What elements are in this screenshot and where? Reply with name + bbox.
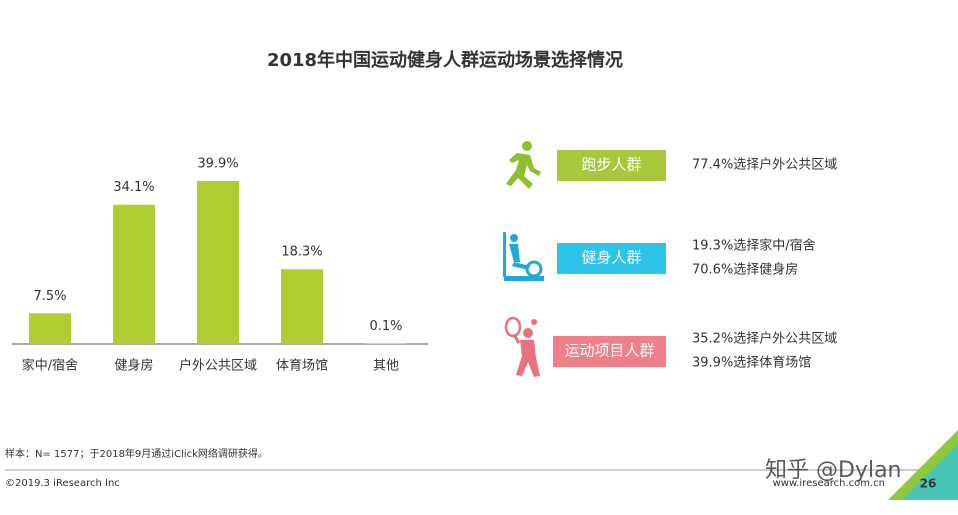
footnote: 样本：N= 1577；于2018年9月通过iClick网络调研获得。 bbox=[5, 447, 268, 460]
chart-title: 2018年中国运动健身人群运动场景选择情况 bbox=[267, 49, 623, 71]
runner-icon bbox=[506, 141, 541, 189]
group-label: 运动项目人群 bbox=[564, 342, 654, 360]
bar bbox=[365, 343, 407, 345]
value-label: 18.3% bbox=[281, 245, 322, 260]
tennis-icon bbox=[504, 316, 540, 377]
corner-triangle-2 bbox=[902, 444, 958, 500]
group-badge bbox=[557, 243, 666, 274]
x-tick-label: 健身房 bbox=[114, 358, 153, 374]
page-number: 26 bbox=[920, 477, 937, 491]
group-badge bbox=[553, 336, 666, 367]
elliptical-icon bbox=[503, 232, 544, 281]
group-stat: 19.3%选择家中/宿舍 bbox=[692, 238, 816, 254]
group-stat: 35.2%选择户外公共区域 bbox=[692, 331, 837, 347]
group-stat: 77.4%选择户外公共区域 bbox=[692, 157, 837, 173]
x-tick-label: 户外公共区域 bbox=[179, 358, 257, 374]
group-label: 跑步人群 bbox=[581, 156, 641, 174]
bar bbox=[197, 181, 239, 344]
group-stat: 39.9%选择体育场馆 bbox=[692, 355, 811, 371]
value-label: 39.9% bbox=[197, 157, 238, 172]
bar bbox=[113, 204, 155, 344]
x-tick-label: 其他 bbox=[373, 359, 399, 374]
value-label: 34.1% bbox=[113, 180, 154, 195]
value-label: 0.1% bbox=[369, 319, 402, 334]
x-tick-label: 家中/宿舍 bbox=[22, 358, 78, 374]
site: www.iresearch.com.cn bbox=[773, 478, 885, 489]
group-stat: 70.6%选择健身房 bbox=[692, 262, 798, 278]
value-label: 7.5% bbox=[33, 289, 66, 304]
watermark: 知乎 @Dylan bbox=[765, 458, 902, 483]
x-tick-label: 体育场馆 bbox=[276, 358, 328, 374]
group-badge bbox=[557, 150, 666, 181]
bar bbox=[29, 313, 71, 344]
group-label: 健身人群 bbox=[581, 249, 641, 267]
copyright: ©2019.3 iResearch Inc bbox=[5, 478, 120, 489]
bar bbox=[281, 269, 323, 344]
